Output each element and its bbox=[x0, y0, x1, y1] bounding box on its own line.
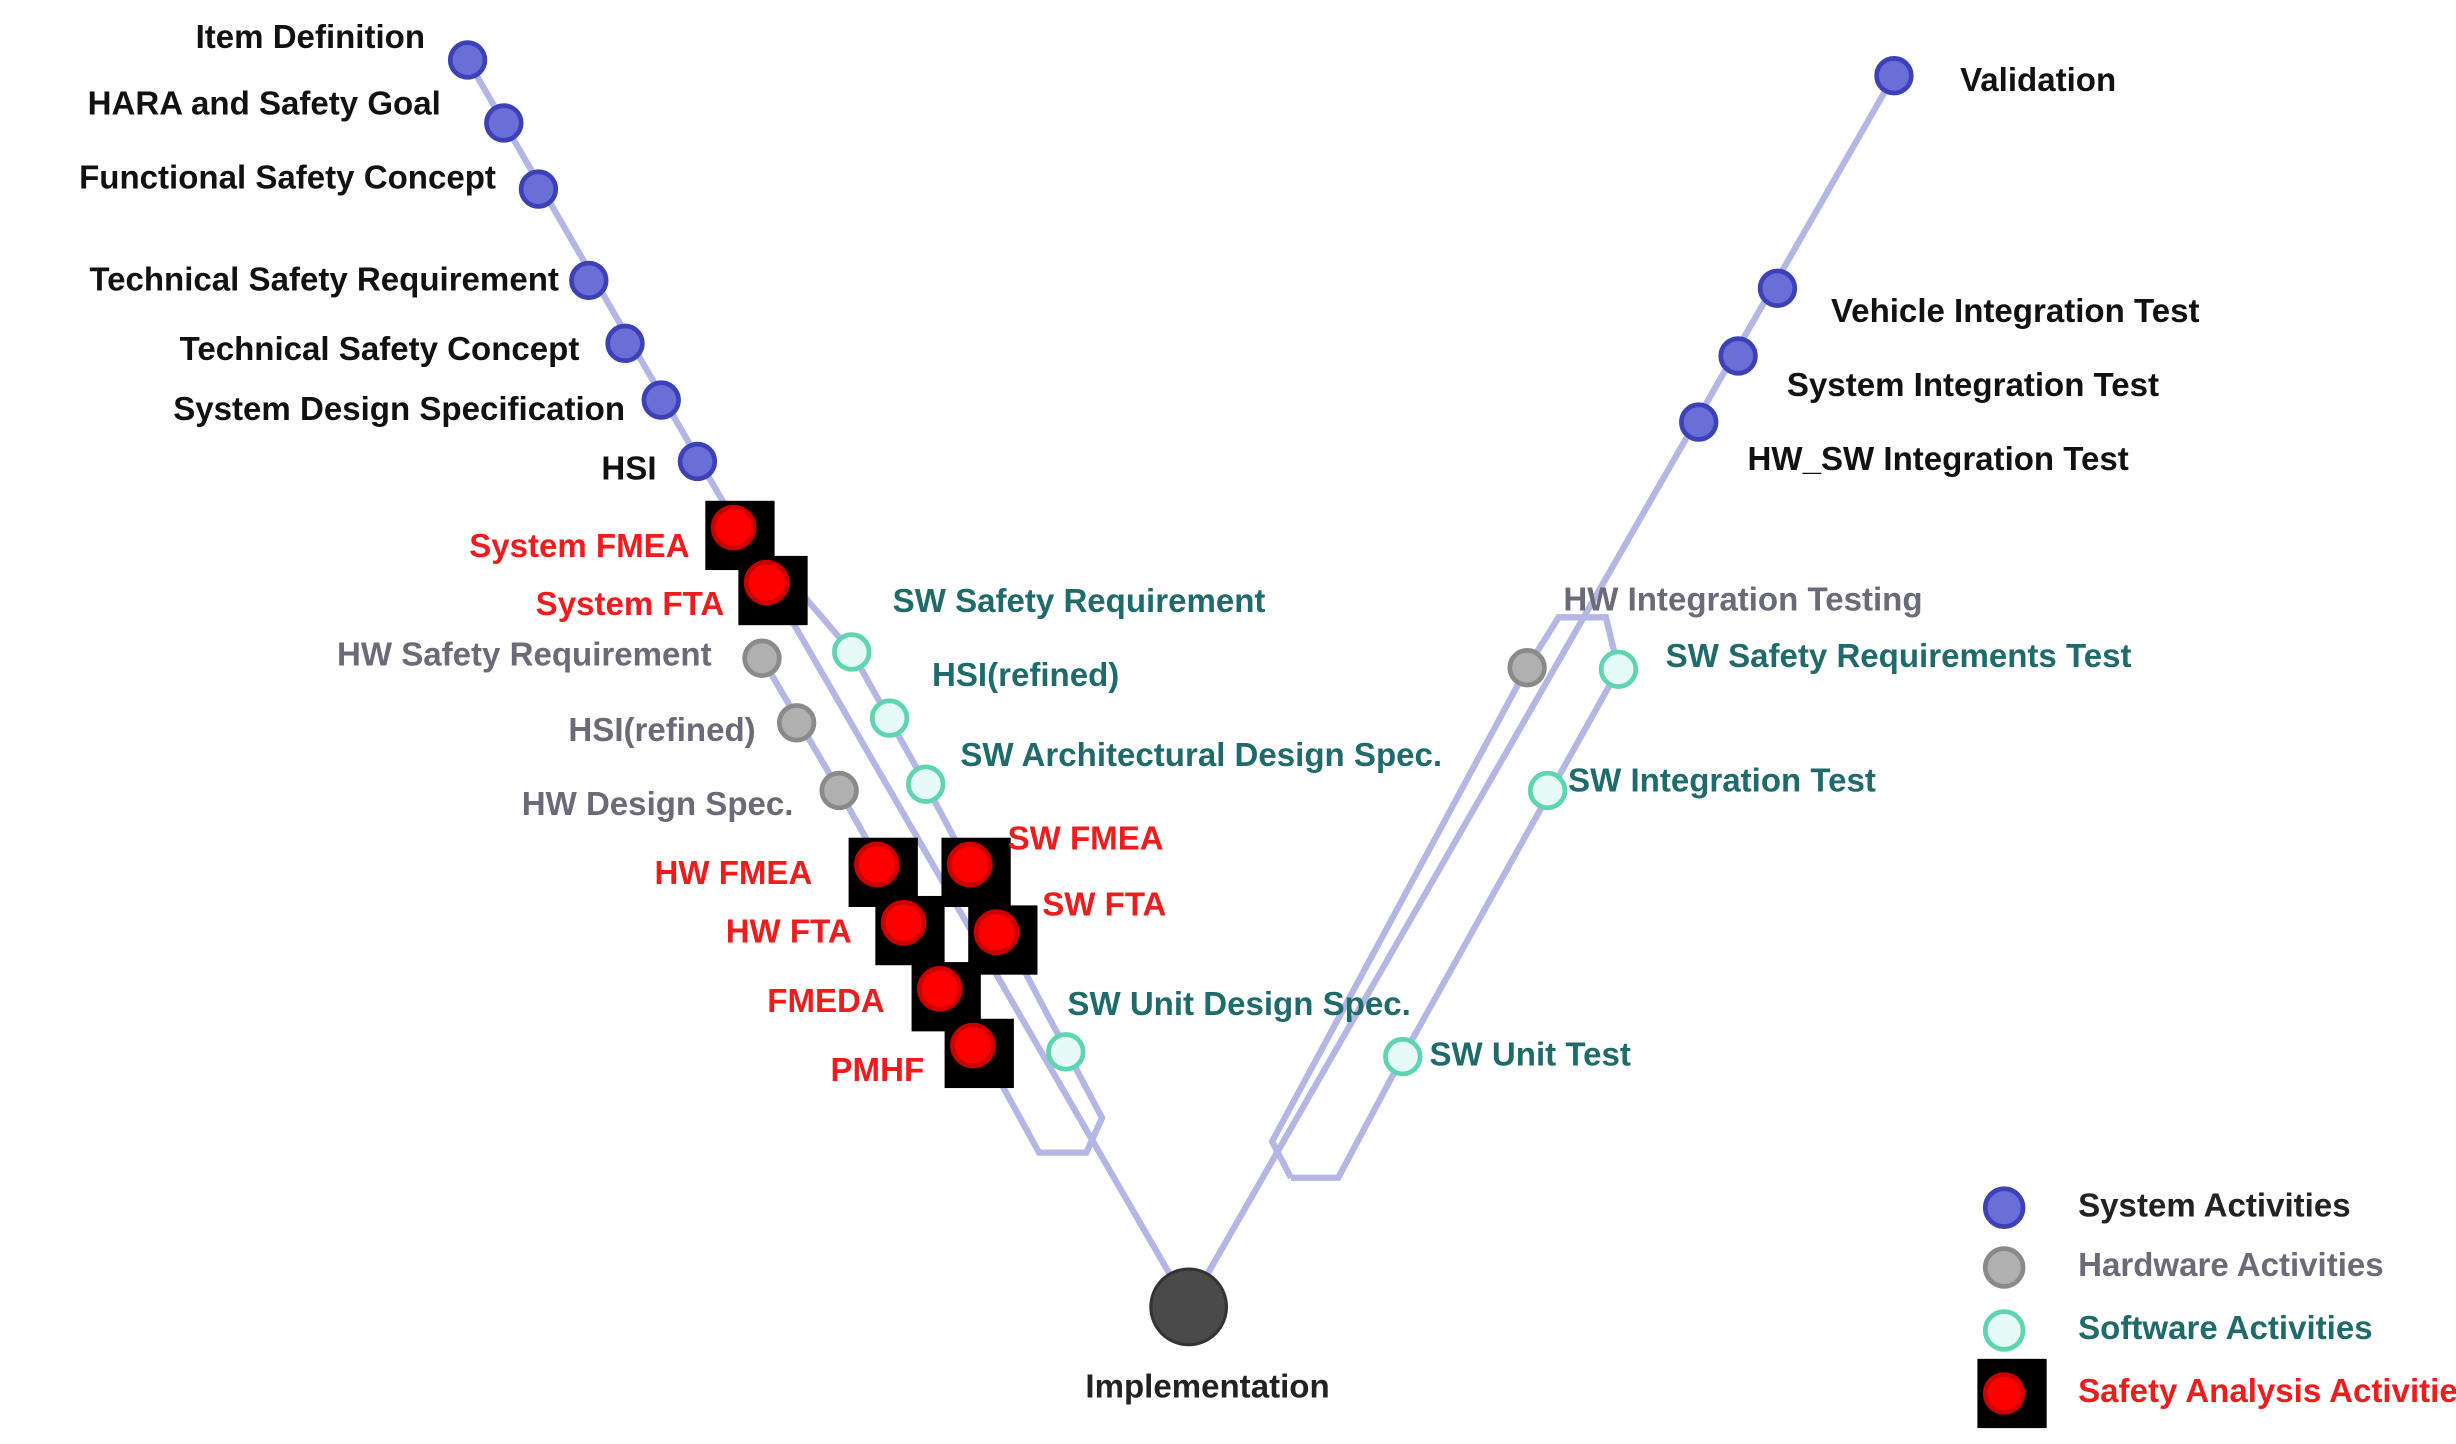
sys-node bbox=[1757, 268, 1798, 308]
saf-label: SW FMEA bbox=[1008, 821, 1164, 858]
legend-label: Safety Analysis Activities bbox=[2078, 1373, 2456, 1410]
saf-label: PMHF bbox=[831, 1052, 925, 1089]
saf-label: SW FTA bbox=[1042, 887, 1166, 924]
saf-label: System FMEA bbox=[469, 528, 689, 565]
sw-label: SW Integration Test bbox=[1568, 762, 1876, 799]
legend-label: System Activities bbox=[2078, 1187, 2350, 1224]
sw-label: HSI(refined) bbox=[932, 657, 1119, 694]
saf-node bbox=[710, 504, 757, 551]
hw-label: HSI(refined) bbox=[568, 712, 755, 749]
sys-label: Functional Safety Concept bbox=[79, 159, 496, 196]
sw-node bbox=[1598, 649, 1639, 689]
sys-label: Technical Safety Concept bbox=[180, 331, 580, 368]
implementation-node bbox=[1149, 1267, 1228, 1347]
sys-label: System Integration Test bbox=[1787, 367, 2159, 404]
legend-marker bbox=[1982, 1309, 2026, 1352]
saf-label: FMEDA bbox=[767, 983, 885, 1020]
saf-node bbox=[917, 966, 963, 1012]
hw-node bbox=[776, 703, 817, 743]
sys-node bbox=[484, 103, 524, 143]
sys-node bbox=[447, 40, 488, 80]
sys-label: Vehicle Integration Test bbox=[1831, 293, 2200, 330]
sw-node bbox=[1527, 770, 1568, 811]
saf-label: HW FTA bbox=[726, 913, 852, 950]
hw-label: HW Safety Requirement bbox=[337, 636, 712, 673]
sys-label: Item Definition bbox=[196, 19, 426, 56]
right-branch bbox=[1268, 614, 1622, 1181]
sys-node bbox=[1679, 402, 1719, 442]
saf-node bbox=[950, 1022, 996, 1069]
hw-label: HW Design Spec. bbox=[522, 786, 794, 823]
v-lines bbox=[464, 58, 1897, 1314]
implementation-label: Implementation bbox=[1085, 1368, 1329, 1405]
sys-node bbox=[641, 380, 681, 420]
saf-node bbox=[743, 559, 790, 606]
legend-marker bbox=[1982, 1372, 2026, 1415]
hw-node bbox=[742, 638, 782, 678]
sys-label: HW_SW Integration Test bbox=[1748, 441, 2129, 478]
sw-label: SW Safety Requirement bbox=[893, 583, 1266, 620]
sw-node bbox=[906, 764, 946, 804]
sys-node bbox=[677, 441, 718, 482]
sys-label: HARA and Safety Goal bbox=[88, 85, 441, 122]
sys-label: System Design Specification bbox=[173, 391, 625, 428]
legend-marker bbox=[1982, 1246, 2026, 1289]
saf-node bbox=[854, 841, 900, 888]
sys-label: Validation bbox=[1960, 62, 2116, 99]
saf-node bbox=[880, 899, 927, 946]
hw-node bbox=[1507, 648, 1547, 688]
sw-label: SW Unit Test bbox=[1430, 1036, 1631, 1073]
hw-label: HW Integration Testing bbox=[1563, 581, 1922, 618]
saf-node bbox=[946, 841, 993, 888]
sys-node bbox=[518, 169, 559, 209]
sw-node bbox=[869, 698, 910, 738]
sys-node bbox=[569, 260, 609, 301]
legend-marker bbox=[1982, 1186, 2026, 1229]
saf-label: System FTA bbox=[536, 586, 725, 623]
sys-node bbox=[605, 323, 645, 364]
sw-node bbox=[1383, 1036, 1423, 1077]
sys-node bbox=[1874, 56, 1914, 96]
legend-label: Hardware Activities bbox=[2078, 1247, 2384, 1284]
sw-label: SW Unit Design Spec. bbox=[1067, 986, 1410, 1023]
hw-node bbox=[819, 770, 859, 811]
sw-label: SW Safety Requirements Test bbox=[1666, 638, 2132, 675]
sw-label: SW Architectural Design Spec. bbox=[960, 737, 1442, 774]
sys-label: Technical Safety Requirement bbox=[89, 262, 559, 299]
sys-label: HSI bbox=[601, 451, 656, 488]
sw-node bbox=[832, 632, 872, 672]
saf-node bbox=[973, 909, 1020, 956]
legend-label: Software Activities bbox=[2078, 1310, 2372, 1347]
left-branch bbox=[759, 583, 1106, 1156]
sw-node bbox=[1046, 1032, 1086, 1072]
sys-node bbox=[1718, 336, 1758, 376]
saf-label: HW FMEA bbox=[654, 855, 812, 892]
main-v bbox=[464, 58, 1897, 1314]
